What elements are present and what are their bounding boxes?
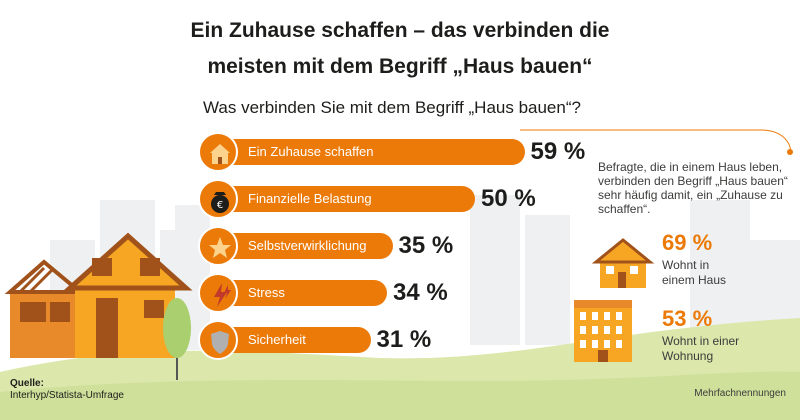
bar-value-3: 35 % — [398, 232, 454, 259]
bar-1 — [200, 139, 525, 165]
apartment-building-icon — [574, 300, 632, 362]
bar-label-3: Selbstverwirklichung — [248, 238, 367, 253]
stat-apartment-label-line1: Wohnt in einer — [662, 334, 740, 348]
stat-house-value: 69 % — [662, 230, 713, 255]
bar-label-2: Finanzielle Belastung — [248, 191, 372, 206]
bar-value-4: 34 % — [393, 279, 448, 306]
chart-title-line1: Ein Zuhause schaffen – das verbinden die — [190, 19, 610, 42]
stat-house-label-line1: Wohnt in — [662, 258, 710, 272]
lightning-icon — [198, 273, 238, 313]
bar-label-4: Stress — [248, 285, 285, 300]
bar-2 — [200, 186, 475, 212]
small-house-icon — [591, 238, 655, 288]
tree-illustration — [163, 298, 191, 380]
stat-apartment-value: 53 % — [662, 306, 713, 331]
shield-icon — [198, 320, 238, 360]
star-icon — [198, 226, 238, 266]
money-bag-icon: € — [198, 179, 238, 219]
annotation-note: Befragte, die in einem Haus leben, verbi… — [598, 160, 788, 216]
bar-value-5: 31 % — [376, 326, 432, 353]
bar-value-2: 50 % — [481, 185, 536, 212]
source-label: Quelle: — [10, 378, 44, 389]
source-note: Quelle: Interhyp/Statista-Umfrage — [10, 378, 124, 402]
bar-label-1: Ein Zuhause schaffen — [248, 144, 374, 159]
house-icon — [198, 132, 238, 172]
chart-title-line2: meisten mit dem Begriff „Haus bauen“ — [207, 55, 593, 78]
survey-question: Was verbinden Sie mit dem Begriff „Haus … — [203, 98, 581, 117]
stat-house-label-line2: einem Haus — [662, 273, 727, 287]
bar-value-1: 59 % — [530, 138, 586, 165]
stat-apartment-label-line2: Wohnung — [662, 349, 714, 363]
house-illustration — [4, 232, 193, 358]
source-text: Interhyp/Statista-Umfrage — [10, 390, 124, 401]
bar-label-5: Sicherheit — [248, 332, 306, 347]
multiple-answers-note: Mehrfachnennungen — [694, 388, 786, 399]
svg-text:€: € — [217, 200, 223, 211]
